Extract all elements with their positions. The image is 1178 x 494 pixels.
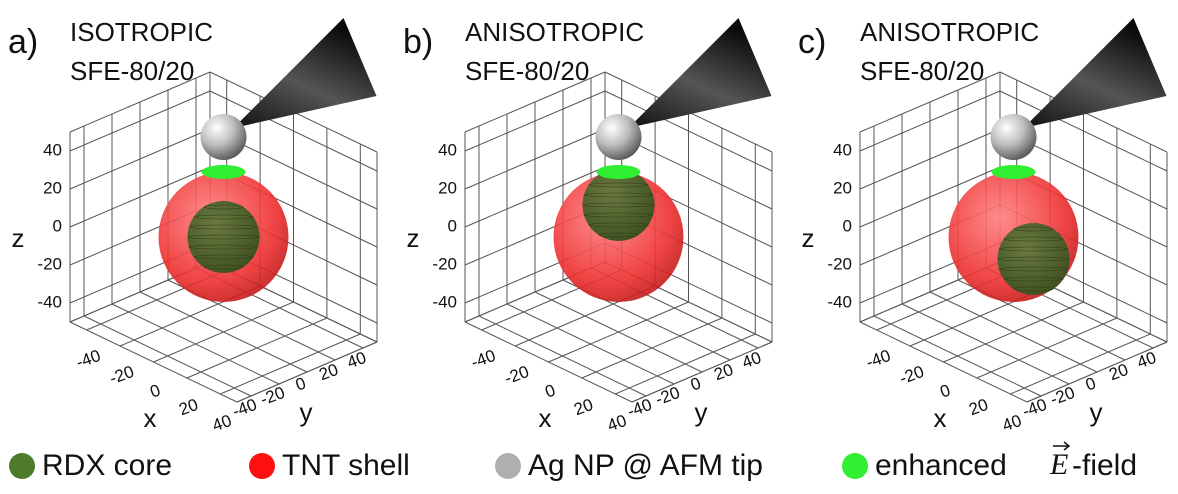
y-tick-label: -20 (1048, 383, 1078, 409)
legend: RDX core TNT shell Ag NP @ AFM tip enhan… (9, 442, 1137, 482)
enhanced-field (597, 165, 641, 179)
axis-title: z (802, 223, 815, 253)
x-tick-label: -40 (864, 346, 894, 372)
x-tick-label: -20 (502, 362, 532, 388)
z-tick-label: 40 (833, 140, 852, 159)
legend-swatch (495, 453, 521, 479)
panel: b)ANISOTROPICSFE-80/2040200-20-40-40-200… (403, 17, 772, 435)
z-tick-label: 0 (53, 216, 62, 235)
figure: RDX core TNT shell Ag NP @ AFM tip enhan… (0, 0, 1178, 494)
panel-title: SFE-80/20 (70, 56, 194, 86)
axis-title: y (300, 397, 313, 427)
axis-title: x (934, 403, 947, 433)
afm-tip (1024, 18, 1167, 128)
legend-swatch (842, 453, 868, 479)
y-tick-label: -40 (230, 395, 260, 421)
y-tick-label: 40 (345, 348, 369, 372)
y-tick-label: 20 (1107, 360, 1131, 384)
z-tick-label: -40 (827, 292, 852, 311)
y-tick-label: 40 (740, 348, 764, 372)
z-tick-label: 20 (833, 178, 852, 197)
grid-line (874, 316, 1041, 396)
legend-label: TNT shell (282, 449, 410, 482)
axis-title: x (144, 403, 157, 433)
ag-np (596, 114, 642, 160)
panel-label: b) (403, 23, 433, 61)
legend-label: enhanced (875, 449, 1007, 482)
x-tick-label: 20 (176, 395, 200, 419)
grid-line (930, 292, 1097, 372)
y-tick-label: -20 (258, 383, 288, 409)
x-tick-label: -40 (74, 346, 104, 372)
panel-title: ANISOTROPIC (860, 17, 1039, 47)
panel-label: c) (798, 23, 826, 61)
y-tick-label: -40 (1020, 395, 1050, 421)
x-tick-label: 40 (605, 411, 629, 435)
grid-line (535, 292, 702, 372)
x-tick-label: 40 (1000, 411, 1024, 435)
axis-title: x (539, 403, 552, 433)
x-tick-label: -40 (469, 346, 499, 372)
legend-swatch (249, 453, 275, 479)
legend-label: Ag NP @ AFM tip (528, 449, 763, 482)
rdx-core (188, 201, 260, 273)
grid-line (84, 316, 251, 396)
y-tick-label: 0 (293, 373, 308, 394)
z-tick-label: 40 (438, 140, 457, 159)
x-tick-label: -20 (107, 362, 137, 388)
panel-title: SFE-80/20 (465, 56, 589, 86)
afm-tip (629, 18, 772, 128)
z-tick-label: 40 (43, 140, 62, 159)
grid-line (507, 304, 674, 384)
panel: a)ISOTROPICSFE-80/2040200-20-40-40-20020… (8, 17, 377, 435)
y-tick-label: 0 (1083, 373, 1098, 394)
z-tick-label: 0 (843, 216, 852, 235)
axis-title: z (12, 223, 25, 253)
rdx-core (583, 169, 655, 241)
enhanced-field (992, 165, 1036, 179)
x-tick-label: -20 (897, 362, 927, 388)
z-tick-label: -20 (827, 254, 852, 273)
axis-title: y (1090, 397, 1103, 427)
panel-title: SFE-80/20 (860, 56, 984, 86)
z-tick-label: -40 (432, 292, 457, 311)
z-tick-label: -20 (432, 254, 457, 273)
grid-line (902, 304, 1069, 384)
grid-line (112, 304, 279, 384)
axis-title: y (695, 397, 708, 427)
x-tick-label: 40 (210, 411, 234, 435)
grid-line (479, 316, 646, 396)
panel-title: ANISOTROPIC (465, 17, 644, 47)
y-tick-label: -40 (625, 395, 655, 421)
y-tick-label: 0 (688, 373, 703, 394)
y-tick-label: 20 (317, 360, 341, 384)
afm-tip (234, 18, 377, 128)
x-tick-label: 20 (571, 395, 595, 419)
z-tick-label: -20 (37, 254, 62, 273)
panel-label: a) (8, 23, 38, 61)
x-tick-label: 0 (542, 380, 557, 401)
x-tick-label: 20 (966, 395, 990, 419)
ag-np (991, 114, 1037, 160)
grid-line (140, 292, 307, 372)
y-tick-label: 40 (1135, 348, 1159, 372)
legend-swatch (9, 453, 35, 479)
axis-title: z (407, 223, 420, 253)
y-tick-label: -20 (653, 383, 683, 409)
legend-symbol: E (1049, 448, 1068, 481)
legend-label: -field (1072, 449, 1137, 482)
ag-np (201, 114, 247, 160)
z-tick-label: 0 (448, 216, 457, 235)
rdx-core (998, 223, 1070, 295)
z-tick-label: 20 (43, 178, 62, 197)
legend-label: RDX core (42, 449, 172, 482)
x-tick-label: 0 (147, 380, 162, 401)
x-tick-label: 0 (937, 380, 952, 401)
panel: c)ANISOTROPICSFE-80/2040200-20-40-40-200… (798, 17, 1167, 435)
enhanced-field (202, 165, 246, 179)
z-tick-label: 20 (438, 178, 457, 197)
panel-title: ISOTROPIC (70, 17, 213, 47)
y-tick-label: 20 (712, 360, 736, 384)
z-tick-label: -40 (37, 292, 62, 311)
